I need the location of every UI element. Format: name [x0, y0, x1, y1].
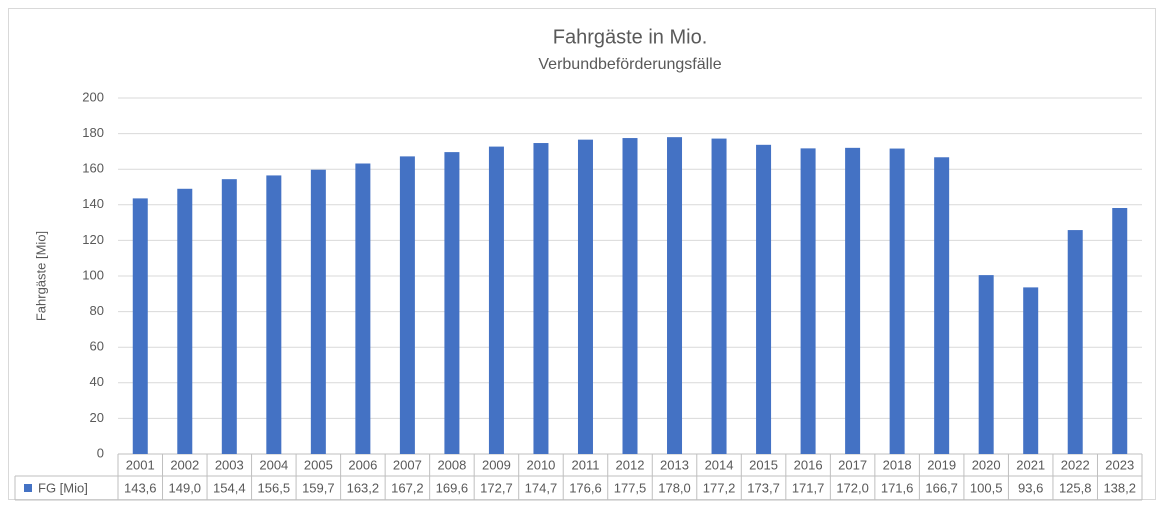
x-tick-label: 2016	[794, 457, 823, 472]
bar	[1023, 287, 1039, 454]
table-value: 125,8	[1059, 480, 1092, 495]
legend-label: FG [Mio]	[38, 480, 88, 495]
y-tick-label: 20	[90, 410, 104, 425]
bar	[444, 152, 460, 454]
table-value: 167,2	[391, 480, 424, 495]
table-value: 149,0	[169, 480, 202, 495]
bar	[889, 148, 905, 454]
table-value: 173,7	[747, 480, 780, 495]
bar	[399, 156, 415, 454]
table-value: 163,2	[347, 480, 380, 495]
x-tick-label: 2018	[883, 457, 912, 472]
y-tick-label: 0	[97, 445, 104, 460]
table-value: 178,0	[658, 480, 691, 495]
x-tick-label: 2005	[304, 457, 333, 472]
x-tick-label: 2004	[259, 457, 288, 472]
table-value: 172,0	[836, 480, 869, 495]
chart-title: Fahrgäste in Mio.	[553, 26, 708, 48]
table-value: 159,7	[302, 480, 335, 495]
bar	[266, 175, 282, 454]
x-tick-label: 2020	[972, 457, 1001, 472]
table-value: 143,6	[124, 480, 157, 495]
x-tick-label: 2012	[616, 457, 645, 472]
bar	[667, 137, 683, 454]
x-tick-label: 2011	[571, 457, 599, 472]
x-tick-label: 2010	[526, 457, 555, 472]
x-tick-label: 2015	[749, 457, 778, 472]
legend-swatch	[24, 484, 32, 492]
bar	[756, 144, 772, 454]
table-value: 93,6	[1018, 480, 1043, 495]
chart-subtitle: Verbundbeförderungsfälle	[538, 56, 721, 73]
x-tick-label: 2002	[170, 457, 199, 472]
table-value: 171,7	[792, 480, 825, 495]
table-value: 166,7	[925, 480, 958, 495]
x-tick-label: 2019	[927, 457, 956, 472]
x-tick-label: 2023	[1105, 457, 1134, 472]
x-tick-label: 2007	[393, 457, 422, 472]
x-tick-label: 2001	[126, 457, 155, 472]
table-value: 177,5	[614, 480, 647, 495]
table-value: 169,6	[436, 480, 469, 495]
y-tick-label: 60	[90, 339, 104, 354]
x-tick-label: 2003	[215, 457, 244, 472]
bar	[310, 169, 326, 454]
table-value: 177,2	[703, 480, 736, 495]
x-tick-label: 2014	[705, 457, 734, 472]
table-value: 172,7	[480, 480, 513, 495]
bar	[934, 157, 950, 455]
bar	[1067, 230, 1083, 454]
table-value: 174,7	[525, 480, 558, 495]
table-value: 154,4	[213, 480, 246, 495]
bar	[533, 143, 549, 454]
y-tick-label: 140	[82, 196, 104, 211]
table-value: 100,5	[970, 480, 1003, 495]
x-tick-label: 2006	[348, 457, 377, 472]
x-tick-label: 2021	[1016, 457, 1045, 472]
table-value: 176,6	[569, 480, 602, 495]
bar	[577, 139, 593, 455]
y-tick-label: 160	[82, 161, 104, 176]
y-tick-label: 100	[82, 267, 104, 282]
y-axis-label: Fahrgäste [Mio]	[33, 231, 48, 321]
table-value: 156,5	[258, 480, 291, 495]
bar	[978, 275, 994, 454]
x-tick-label: 2009	[482, 457, 511, 472]
table-value: 138,2	[1103, 480, 1136, 495]
bar	[221, 179, 237, 454]
bar	[132, 198, 148, 454]
y-tick-label: 120	[82, 232, 104, 247]
bar	[488, 146, 504, 454]
x-tick-label: 2022	[1061, 457, 1090, 472]
y-tick-label: 200	[82, 89, 104, 104]
x-tick-label: 2008	[437, 457, 466, 472]
y-tick-label: 180	[82, 125, 104, 140]
x-tick-label: 2013	[660, 457, 689, 472]
bar	[177, 188, 193, 454]
y-tick-label: 40	[90, 374, 104, 389]
bar	[845, 147, 861, 454]
bar	[622, 138, 638, 455]
bar	[711, 138, 727, 455]
bar	[1112, 208, 1128, 454]
bar	[800, 148, 816, 454]
x-tick-label: 2017	[838, 457, 867, 472]
bar	[355, 163, 371, 454]
table-value: 171,6	[881, 480, 914, 495]
y-tick-label: 80	[90, 303, 104, 318]
